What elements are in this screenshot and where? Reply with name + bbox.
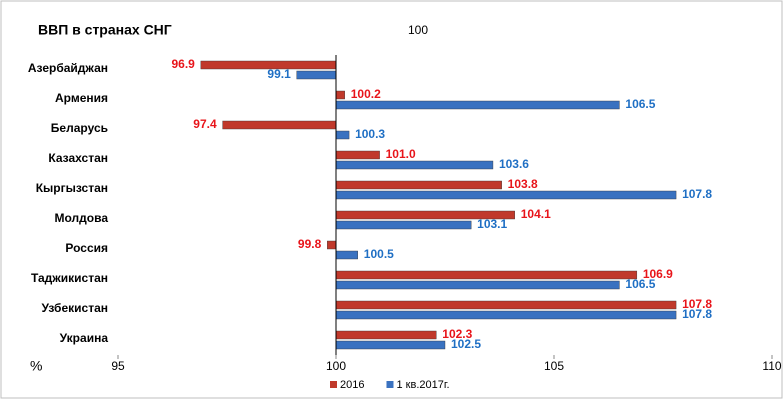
value-label: 99.8 [298,237,322,251]
value-label: 99.1 [267,67,291,81]
category-label: Таджикистан [31,271,108,285]
value-label: 100.3 [355,127,385,141]
category-label: Азербайджан [28,61,108,75]
x-tick-label: 95 [111,359,125,373]
bar [335,90,345,100]
bar [335,250,358,260]
bar [335,330,437,340]
value-label: 107.8 [682,187,712,201]
value-label: 101.0 [386,147,416,161]
value-label: 106.9 [643,267,673,281]
bar [222,120,337,130]
legend-swatch [386,381,394,388]
value-label: 100.5 [364,247,394,261]
value-label: 103.1 [477,217,507,231]
bar [335,270,638,280]
bar [335,190,677,200]
axis-label: % [30,358,42,374]
bar [335,280,620,290]
bar [335,300,677,310]
value-label: 103.6 [499,157,529,171]
value-label: 102.3 [442,327,472,341]
category-label: Беларусь [51,121,108,135]
value-label: 103.8 [508,177,538,191]
category-label: Узбекистан [42,301,108,315]
x-tick-label: 100 [326,359,346,373]
bar [335,100,620,110]
value-label: 104.1 [521,207,551,221]
value-label: 107.8 [682,297,712,311]
bar [335,310,677,320]
legend-label: 1 кв.2017г. [396,379,449,391]
legend-swatch [330,381,337,388]
bar [296,70,337,80]
value-label: 106.5 [625,97,655,111]
category-label: Казахстан [48,151,108,165]
value-label: 107.8 [682,307,712,321]
legend-label: 2016 [340,379,364,391]
value-label: 100.2 [351,87,381,101]
x-tick-label: 105 [544,359,564,373]
value-label: 97.4 [193,117,217,131]
bar [335,160,494,170]
bar [335,130,350,140]
bar [327,240,337,250]
value-label: 106.5 [625,277,655,291]
category-label: Армения [55,91,108,105]
bar [335,150,380,160]
bar [335,340,446,350]
bar [335,220,472,230]
category-label: Молдова [55,211,109,225]
bar [335,180,502,190]
chart-title: ВВП в странах СНГ [38,22,172,38]
x-tick-label: 110 [762,359,781,373]
category-label: Россия [65,241,108,255]
category-label: Украина [60,331,109,345]
category-label: Кыргызстан [36,181,108,195]
baseline-label: 100 [408,23,428,37]
value-label: 96.9 [171,57,195,71]
value-label: 102.5 [451,337,481,351]
